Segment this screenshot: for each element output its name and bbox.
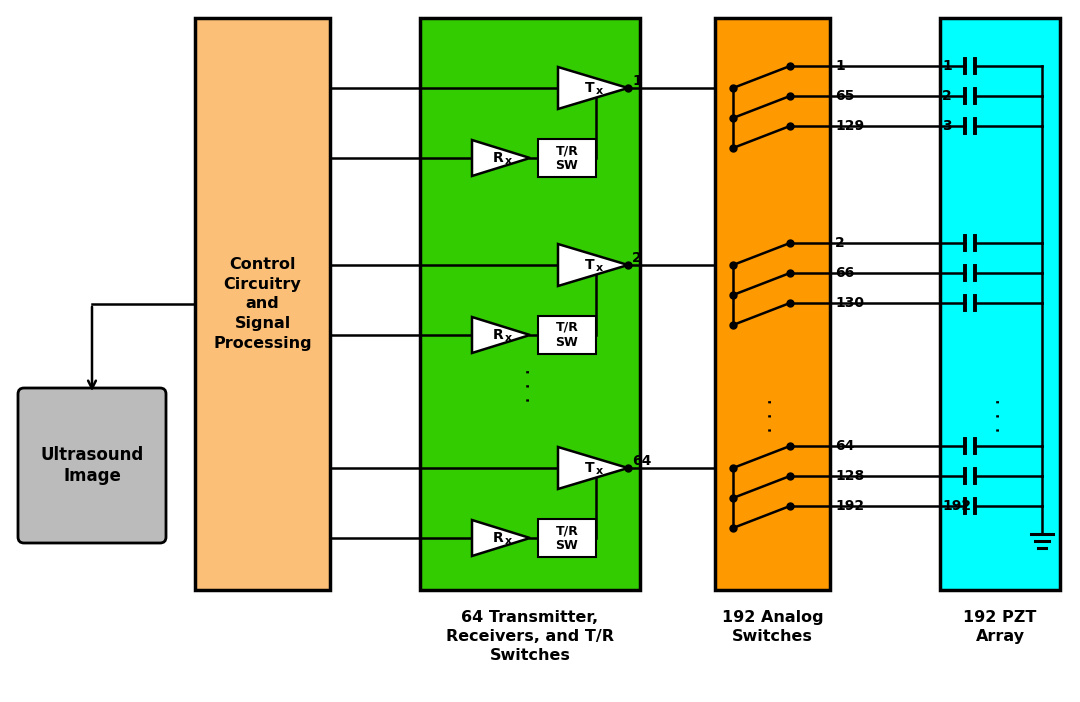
Text: 128: 128 [835, 469, 864, 483]
Polygon shape [558, 244, 627, 286]
Text: T/R
SW: T/R SW [555, 321, 579, 349]
Polygon shape [558, 67, 627, 109]
Text: Ultrasound
Image: Ultrasound Image [40, 446, 144, 485]
Text: 2: 2 [942, 89, 951, 103]
Polygon shape [472, 140, 530, 176]
Text: R: R [492, 151, 503, 165]
Text: T: T [584, 81, 594, 95]
Text: · · ·: · · · [519, 367, 540, 403]
Polygon shape [472, 317, 530, 353]
Text: 65: 65 [835, 89, 854, 103]
Text: x: x [504, 536, 512, 546]
Text: 66: 66 [835, 266, 854, 280]
Text: x: x [596, 263, 603, 273]
Text: 192 Analog
Switches: 192 Analog Switches [721, 610, 823, 644]
Text: · · ·: · · · [990, 397, 1010, 432]
Text: x: x [596, 466, 603, 476]
Text: T: T [584, 258, 594, 272]
Text: 192 PZT
Array: 192 PZT Array [963, 610, 1037, 644]
FancyBboxPatch shape [18, 388, 166, 543]
Text: x: x [504, 156, 512, 166]
Text: 192: 192 [942, 499, 971, 513]
Text: 192: 192 [835, 499, 864, 513]
Bar [538, 519, 596, 557]
Text: 1: 1 [835, 59, 845, 73]
Text: 130: 130 [835, 296, 864, 310]
Bar [420, 18, 640, 590]
Text: T/R
SW: T/R SW [555, 144, 579, 172]
Bar [195, 18, 330, 590]
Text: 64: 64 [632, 454, 651, 468]
Text: Control
Circuitry
and
Signal
Processing: Control Circuitry and Signal Processing [213, 257, 312, 351]
Text: 1: 1 [632, 74, 642, 88]
Text: 1: 1 [942, 59, 951, 73]
Text: · · ·: · · · [762, 397, 783, 432]
Text: T/R
SW: T/R SW [555, 524, 579, 552]
Text: 2: 2 [835, 236, 845, 250]
Bar [715, 18, 831, 590]
Text: R: R [492, 531, 503, 545]
Text: 64 Transmitter,
Receivers, and T/R
Switches: 64 Transmitter, Receivers, and T/R Switc… [446, 610, 615, 663]
Text: R: R [492, 328, 503, 342]
Text: 2: 2 [632, 251, 642, 265]
Bar [538, 139, 596, 177]
Text: x: x [596, 86, 603, 96]
Text: x: x [504, 333, 512, 343]
Text: 64: 64 [835, 439, 854, 453]
Text: 129: 129 [835, 119, 864, 133]
Text: T: T [584, 461, 594, 475]
Polygon shape [472, 520, 530, 556]
Text: 3: 3 [942, 119, 951, 133]
Bar [940, 18, 1059, 590]
Polygon shape [558, 447, 627, 489]
Bar [538, 316, 596, 354]
